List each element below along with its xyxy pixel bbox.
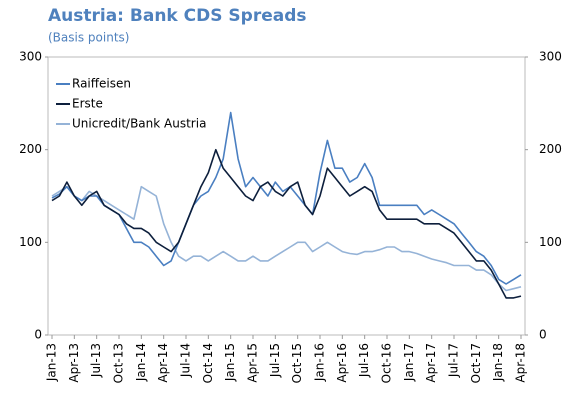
y-tick-label: 200 [19,142,42,156]
chart-title: Austria: Bank CDS Spreads [48,6,307,26]
plot-frame [47,56,526,336]
x-tick-label: Apr-18 [514,343,528,383]
y2-tick-label: 200 [539,142,562,156]
y-tick-label: 100 [19,235,42,249]
x-tick-label: Jul-17 [447,343,461,378]
series-line [51,185,522,292]
x-tick-label: Jan-14 [134,343,148,382]
chart-subtitle: (Basis points) [48,31,129,45]
x-tick-label: Oct-14 [201,343,215,383]
y2-tick-label: 0 [539,328,547,342]
x-tick-label: Oct-13 [112,343,126,383]
x-tick-label: Apr-15 [246,343,260,383]
x-tick-label: Apr-17 [424,343,438,383]
legend-label: Raiffeisen [72,77,131,91]
x-tick-label: Oct-17 [469,343,483,383]
x-tick-label: Jul-16 [357,343,371,378]
x-tick-label: Apr-14 [156,343,170,383]
legend-label: Erste [72,97,103,111]
legend-label: Unicredit/Bank Austria [72,117,206,131]
x-tick-label: Jan-13 [45,343,59,382]
y2-tick-label: 300 [539,50,562,64]
x-tick-label: Oct-15 [290,343,304,383]
y2-tick-label: 100 [539,235,562,249]
y-tick-label: 300 [19,50,42,64]
series-line [51,111,522,285]
x-tick-label: Apr-16 [335,343,349,383]
series-line [51,148,522,299]
y-tick-label: 0 [34,328,42,342]
x-tick-label: Jan-16 [313,343,327,382]
x-tick-label: Jan-15 [223,343,237,382]
x-tick-label: Jan-18 [491,343,505,382]
x-tick-label: Oct-16 [380,343,394,383]
x-tick-label: Apr-13 [67,343,81,383]
x-tick-label: Jan-17 [402,343,416,382]
x-tick-label: Jul-14 [179,343,193,378]
x-tick-label: Jul-13 [89,343,103,378]
x-tick-label: Jul-15 [268,343,282,378]
